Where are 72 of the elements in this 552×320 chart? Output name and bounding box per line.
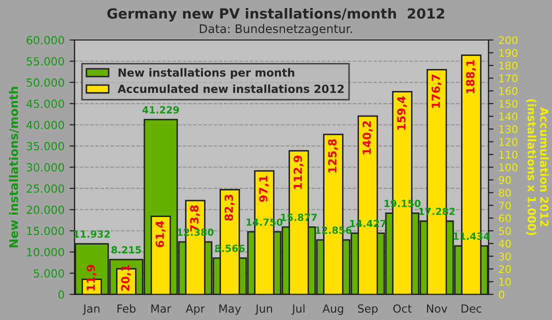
data-label: 112,9 bbox=[294, 156, 304, 189]
y2-tick-label: 100 bbox=[499, 163, 518, 172]
y2-tick-label: 60 bbox=[498, 214, 511, 222]
data-label: 14.750 bbox=[246, 218, 283, 226]
data-label: 41.229 bbox=[142, 106, 179, 114]
x-tick-label: Mar bbox=[151, 304, 172, 313]
y-tick-label: 25.000 bbox=[26, 184, 64, 193]
x-tick-label: Feb bbox=[118, 304, 136, 313]
y2-tick-label: 200 bbox=[499, 36, 518, 44]
data-label: 8.215 bbox=[111, 246, 141, 254]
y2-tick-label: 30 bbox=[499, 252, 511, 260]
y-tick-label: 10.000 bbox=[27, 248, 64, 256]
data-label: 140,2 bbox=[362, 121, 372, 154]
y2-axis-title: Accumulation 2012 (installations x 1.000) bbox=[526, 99, 549, 236]
x-tick-label: Nov bbox=[427, 304, 448, 313]
y2-tick-label: 0 bbox=[498, 290, 504, 299]
y2-tick-label: 150 bbox=[499, 100, 518, 108]
x-tick-label: Jul bbox=[291, 304, 304, 315]
y-tick-label: 35.000 bbox=[26, 142, 64, 150]
data-label: 15.877 bbox=[281, 214, 317, 222]
y2-tick-label: 140 bbox=[499, 112, 518, 120]
y-tick-label: 40.000 bbox=[26, 120, 64, 130]
y-tick-label: 0 bbox=[58, 290, 64, 299]
x-tick-label: Aug bbox=[322, 304, 344, 315]
y2-tick-label: 120 bbox=[499, 138, 518, 146]
y2-tick-label: 40 bbox=[498, 240, 511, 248]
y2-tick-label: 10 bbox=[499, 278, 511, 286]
y-tick-label: 45.000 bbox=[26, 100, 64, 108]
data-label: 12.856 bbox=[316, 226, 352, 234]
y-tick-label: 60.000 bbox=[26, 36, 64, 44]
legend-label: Accumulated new installations 2012 bbox=[118, 84, 344, 94]
y-tick-label: 5.000 bbox=[34, 269, 64, 278]
y2-tick-label: 160 bbox=[499, 87, 518, 95]
x-tick-label: Oct bbox=[393, 304, 412, 313]
data-label: 11.434 bbox=[454, 232, 490, 240]
x-tick-label: Dec bbox=[462, 304, 482, 313]
chart-subtitle: Data: Bundesnetzagentur. bbox=[200, 24, 352, 36]
y2-tick-label: 180 bbox=[499, 62, 518, 70]
data-label: 176,7 bbox=[432, 74, 442, 108]
data-label: 20,1 bbox=[121, 264, 131, 291]
y2-tick-label: 110 bbox=[499, 150, 518, 159]
y2-tick-label: 80 bbox=[498, 188, 511, 197]
data-label: 82,3 bbox=[224, 194, 234, 221]
chart-title: Germany new PV installations/month 2012 bbox=[107, 8, 444, 22]
data-label: 19.150 bbox=[384, 200, 421, 208]
y-tick-label: 55.000 bbox=[26, 57, 64, 66]
x-tick-label: Jun bbox=[255, 304, 272, 315]
data-label: 11,9 bbox=[86, 264, 96, 290]
y2-tick-label: 20 bbox=[499, 265, 511, 274]
x-tick-label: Apr bbox=[186, 304, 205, 315]
y-axis-title: New installations/month bbox=[8, 86, 20, 248]
y2-tick-label: 70 bbox=[499, 202, 511, 210]
x-tick-label: Sep bbox=[358, 304, 378, 315]
data-label: 97,1 bbox=[259, 176, 269, 202]
y-tick-label: 15.000 bbox=[27, 226, 64, 236]
y-tick-label: 30.000 bbox=[26, 163, 64, 172]
data-label: 188,1 bbox=[466, 60, 476, 94]
x-tick-label: Jan bbox=[82, 304, 100, 315]
y2-tick-label: 90 bbox=[498, 176, 511, 184]
legend-label: New installations per month bbox=[118, 68, 294, 79]
y2-tick-label: 130 bbox=[499, 125, 518, 134]
y-tick-label: 50.000 bbox=[26, 78, 64, 87]
data-label: 17.282 bbox=[419, 208, 455, 216]
y2-tick-label: 50 bbox=[499, 227, 511, 235]
data-label: 61,4 bbox=[156, 220, 166, 248]
y2-tick-label: 170 bbox=[499, 74, 518, 82]
data-label: 125,8 bbox=[328, 139, 338, 172]
data-label: 159,4 bbox=[397, 96, 407, 130]
y-tick-label: 20.000 bbox=[26, 206, 64, 214]
x-tick-label: May bbox=[219, 304, 241, 315]
y2-tick-label: 190 bbox=[499, 48, 518, 57]
data-label: 14.427 bbox=[350, 220, 386, 228]
